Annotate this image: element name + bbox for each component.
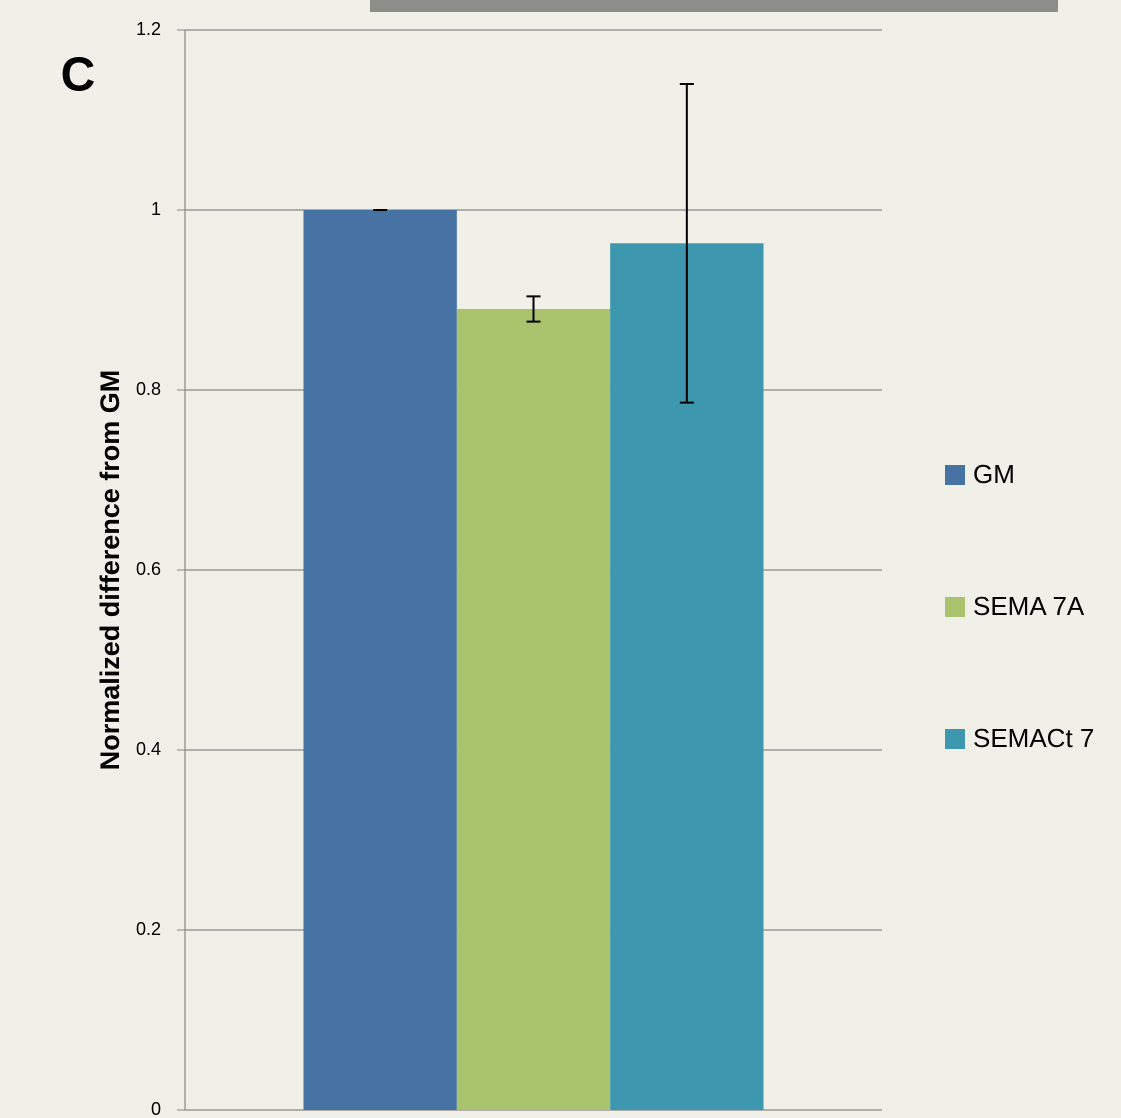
bar (456, 309, 611, 1110)
y-tick-label: 0.4 (136, 739, 161, 759)
legend-label: SEMACt 7 (973, 723, 1094, 753)
error-bar (679, 83, 694, 404)
error-bar (526, 295, 541, 323)
legend-swatch (945, 465, 965, 485)
y-tick-label: 1.2 (136, 19, 161, 39)
photo-strip (370, 0, 1058, 12)
legend-label: GM (973, 459, 1015, 489)
y-tick-label: 0.8 (136, 379, 161, 399)
panel-label: C (61, 49, 96, 102)
legend-swatch (945, 729, 965, 749)
y-tick-label: 0.2 (136, 919, 161, 939)
y-tick-label: 0 (151, 1099, 161, 1118)
bar (303, 210, 457, 1110)
legend-label: SEMA 7A (973, 591, 1085, 621)
y-axis-title: Normalized difference from GM (95, 370, 125, 771)
legend-swatch (945, 597, 965, 617)
y-tick-label: 1 (151, 199, 161, 219)
y-tick-label: 0.6 (136, 559, 161, 579)
